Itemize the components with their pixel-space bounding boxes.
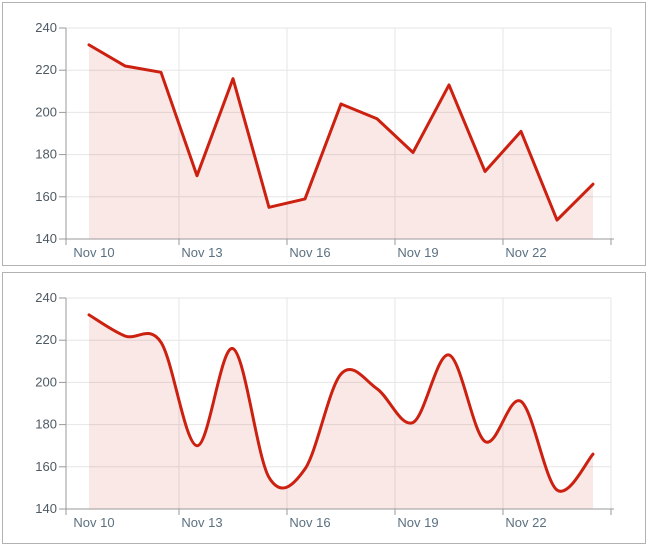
y-axis-label: 160 xyxy=(35,189,57,204)
y-axis-label: 140 xyxy=(35,231,57,246)
y-axis-label: 240 xyxy=(35,290,57,305)
series-line xyxy=(87,43,595,222)
series-area-fill xyxy=(89,314,593,509)
x-axis-label: Nov 16 xyxy=(289,515,330,530)
y-axis-label: 160 xyxy=(35,459,57,474)
y-axis-label: 140 xyxy=(35,501,57,516)
x-axis-label: Nov 22 xyxy=(505,245,546,260)
x-axis-label: Nov 10 xyxy=(73,245,114,260)
x-axis-label: Nov 19 xyxy=(397,515,438,530)
y-axis-label: 180 xyxy=(35,417,57,432)
x-axis-label: Nov 22 xyxy=(505,515,546,530)
y-axis-label: 220 xyxy=(35,62,57,77)
top-chart-panel: 140 160 180 200 220 240 Nov 10 Nov 13 Nov 16 Nov … xyxy=(2,2,646,266)
y-axis-label: 200 xyxy=(35,104,57,119)
x-axis-label: Nov 16 xyxy=(289,245,330,260)
x-axis-label: Nov 10 xyxy=(73,515,114,530)
line-area-chart-canvas: 140 160 180 200 220 240 Nov 10 Nov 13 Nov 16 Nov … xyxy=(35,20,614,260)
y-axis-label: 180 xyxy=(35,147,57,162)
x-axis-label: Nov 13 xyxy=(181,245,222,260)
x-axis-label: Nov 13 xyxy=(181,515,222,530)
spline-area-chart-canvas: 140 160 180 200 220 240 Nov 10 Nov 13 Nov 16 Nov … xyxy=(35,290,614,530)
bottom-chart-panel: 140 160 180 200 220 240 Nov 10 Nov 13 Nov 16 Nov … xyxy=(2,272,646,544)
series-line xyxy=(87,313,595,493)
series-area-fill xyxy=(89,44,593,239)
y-axis-label: 240 xyxy=(35,20,57,35)
y-axis-label: 200 xyxy=(35,374,57,389)
x-axis-label: Nov 19 xyxy=(397,245,438,260)
y-axis-label: 220 xyxy=(35,332,57,347)
